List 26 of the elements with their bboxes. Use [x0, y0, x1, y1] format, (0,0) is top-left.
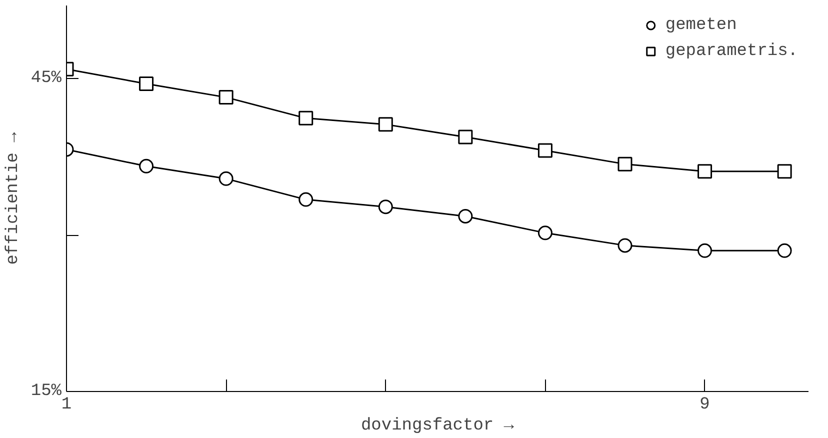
- point: [378, 200, 393, 214]
- y-tick-label: 45%: [30, 69, 62, 88]
- x-axis-title: dovingsfactor →: [360, 416, 515, 436]
- point: [538, 143, 552, 158]
- point: [378, 117, 393, 132]
- x-tick-label: 1: [61, 396, 72, 414]
- point: [538, 226, 552, 240]
- point: [139, 158, 154, 174]
- point: [298, 192, 314, 207]
- point: [458, 130, 473, 144]
- point: [777, 243, 792, 258]
- y-tick-label: 15%: [30, 382, 62, 401]
- point: [218, 90, 234, 105]
- point: [139, 76, 154, 91]
- point: [777, 164, 792, 179]
- point: [218, 171, 234, 186]
- point: [698, 243, 712, 258]
- point: [618, 156, 632, 172]
- point: [458, 209, 473, 224]
- point: [298, 110, 314, 126]
- legend-label: geparametris.: [665, 42, 798, 60]
- point: [618, 238, 632, 253]
- point: [698, 164, 712, 179]
- y-axis-title: efficientie →: [4, 131, 23, 265]
- legend-label: gemeten: [665, 16, 737, 34]
- x-tick-label: 9: [700, 396, 710, 414]
